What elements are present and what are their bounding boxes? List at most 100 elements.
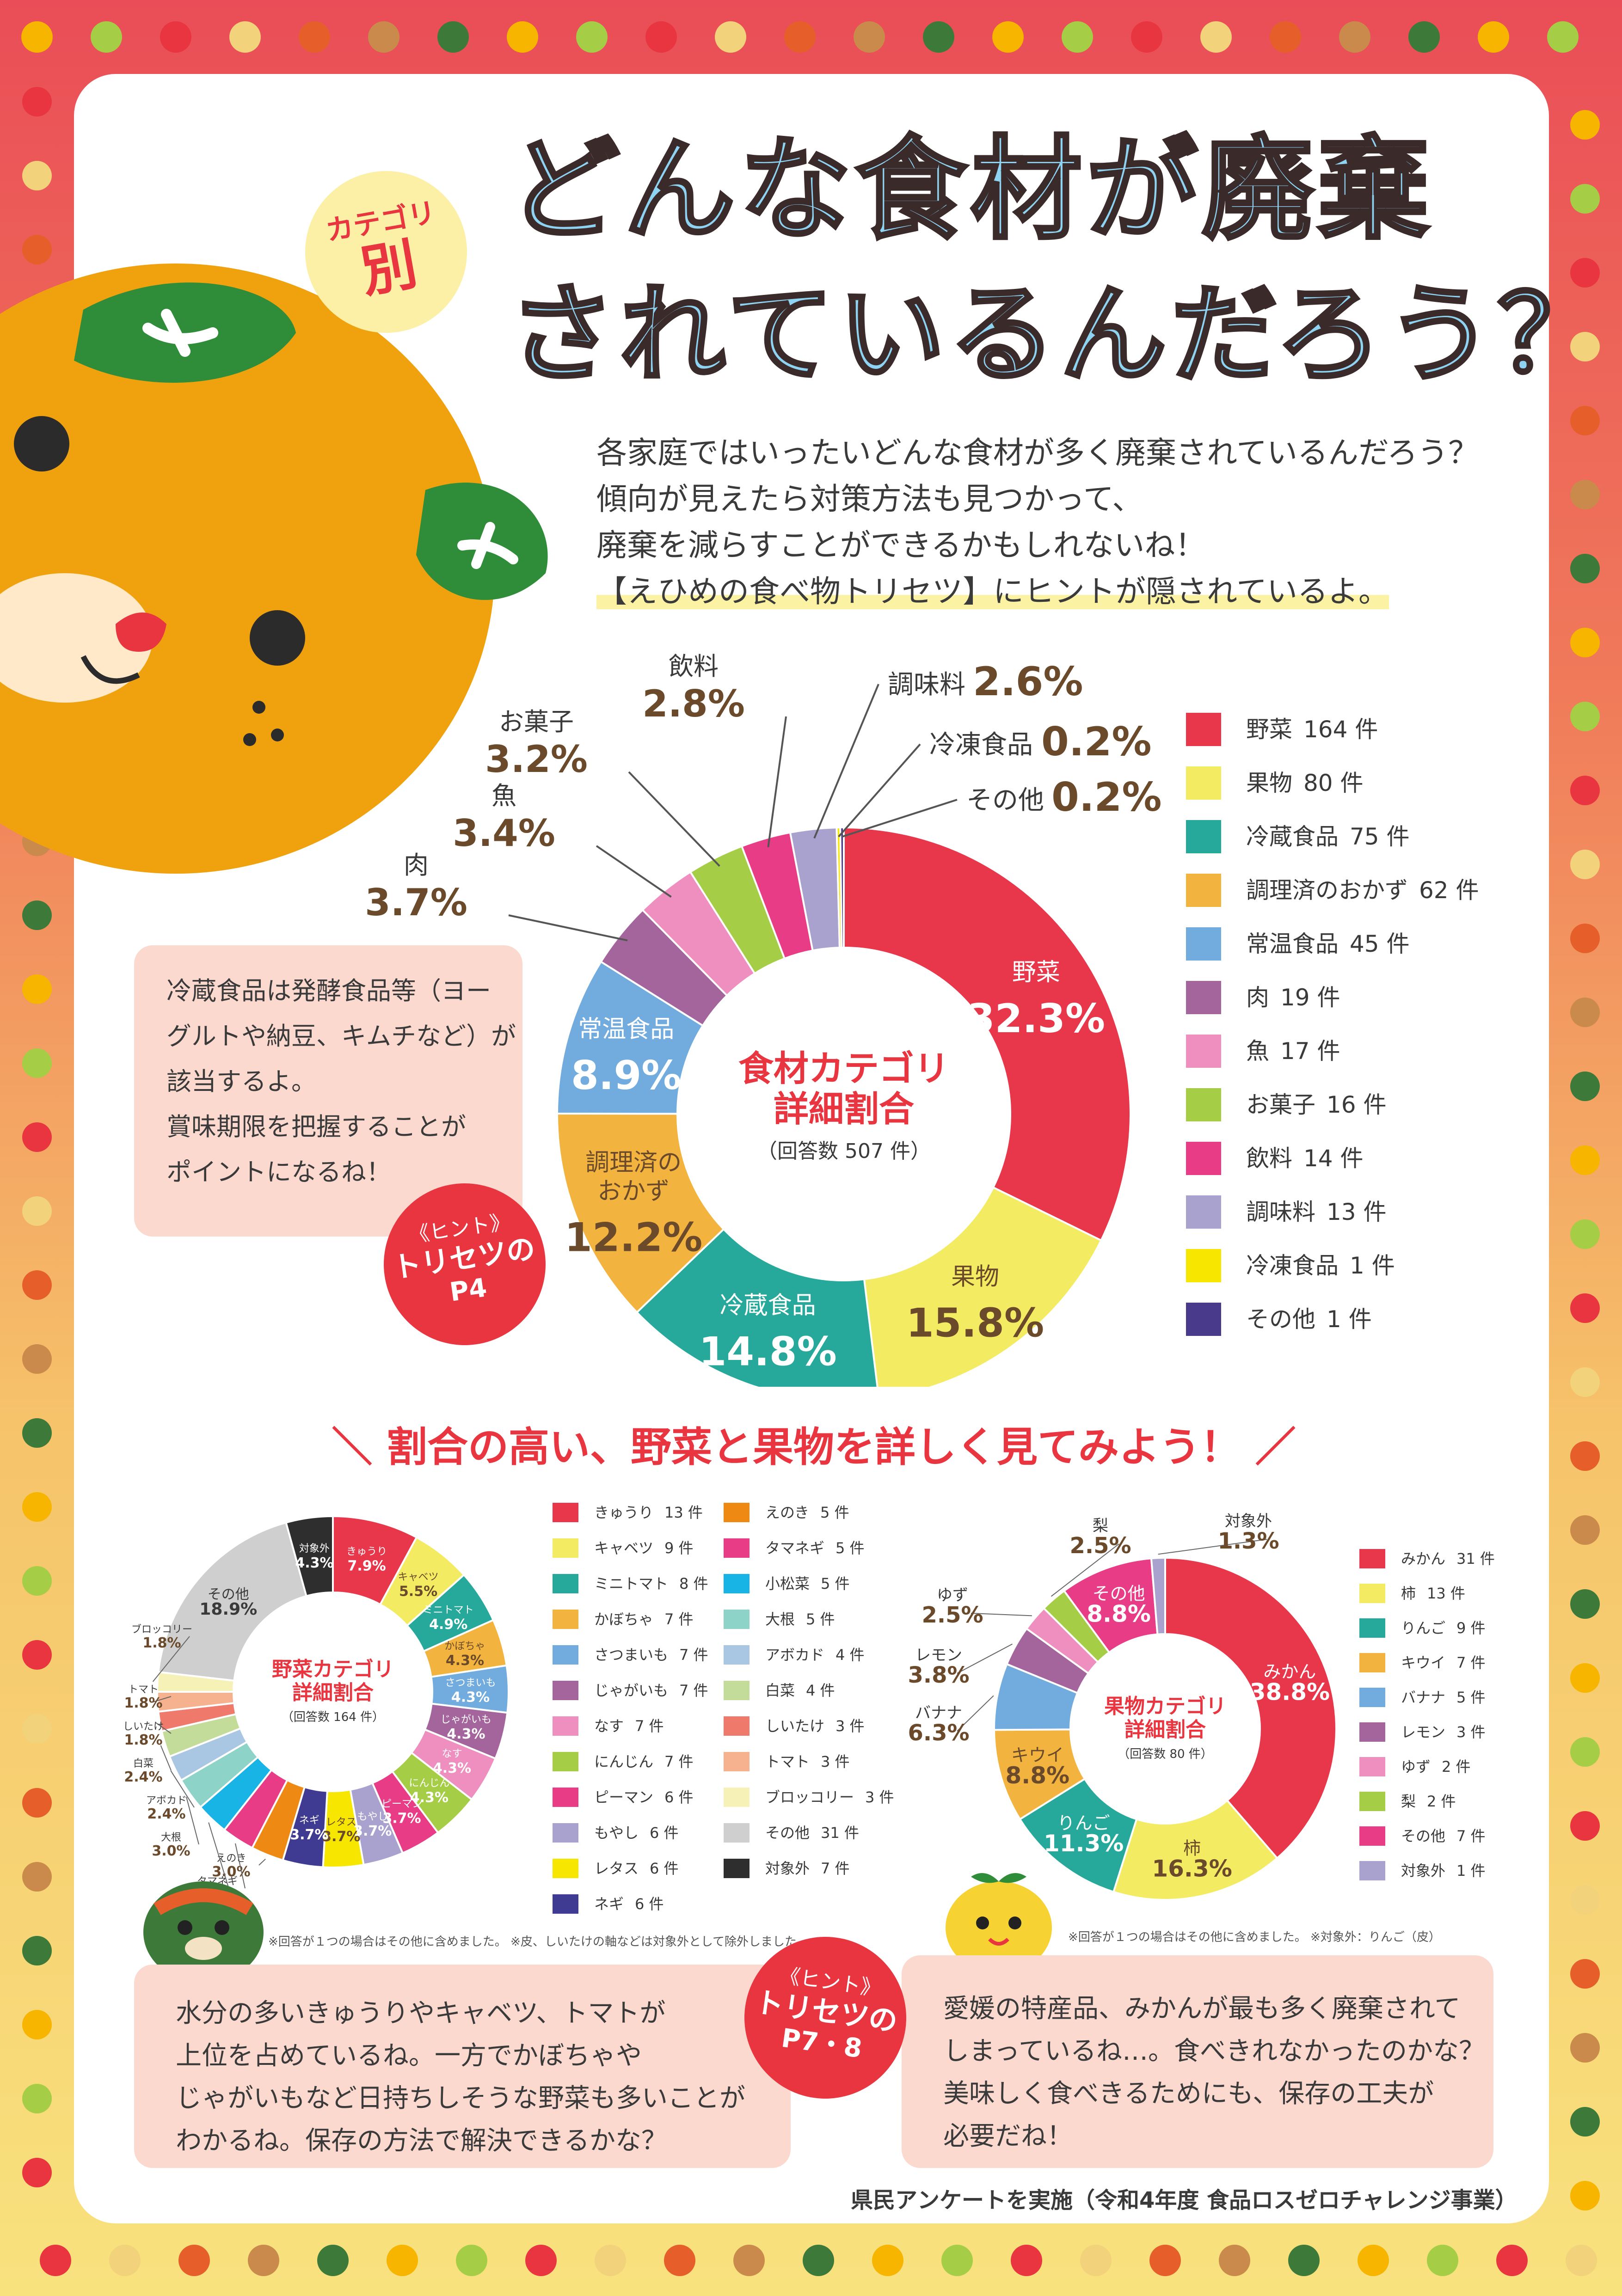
border-food-icon xyxy=(1570,1885,1600,1915)
legend-label: 常温食品 xyxy=(1246,931,1339,957)
border-food-icon xyxy=(22,1862,52,1892)
fruit-slice-9 xyxy=(1150,1556,1166,1635)
border-food-icon xyxy=(1200,21,1232,53)
legend-label: キウイ xyxy=(1401,1654,1446,1671)
legend-count: 6 件 xyxy=(664,1788,694,1806)
border-food-icon xyxy=(1011,2245,1042,2276)
border-food-icon xyxy=(664,2245,695,2276)
legend-count: 31 件 xyxy=(1456,1550,1495,1567)
border-food-icon xyxy=(160,21,191,53)
legend-swatch xyxy=(553,1503,578,1522)
fruit-slice-label: レモン xyxy=(915,1646,962,1665)
fruit-center-title: 詳細割合 xyxy=(1124,1718,1206,1741)
border-food-icon xyxy=(22,235,52,264)
veg-slice-pct: 3.7% xyxy=(382,1810,421,1826)
veg-slice-label: にんじん xyxy=(409,1777,449,1789)
main-slice-label: 魚 xyxy=(492,781,516,810)
page-title-line2: されているんだろう？ xyxy=(507,273,1609,397)
border-food-icon xyxy=(1570,776,1600,805)
leader-line xyxy=(957,1643,1013,1674)
border-food-icon xyxy=(1570,1441,1600,1471)
legend-label: じゃがいも xyxy=(594,1682,669,1699)
legend-count: 2 件 xyxy=(1427,1793,1456,1810)
legend-count: 5 件 xyxy=(806,1610,835,1628)
fruit-slice-label: みかん xyxy=(1263,1662,1316,1682)
note-line: グルトや納豆、キムチなど）が xyxy=(166,1022,516,1051)
main-slice-pct: 0.2% xyxy=(1051,774,1162,820)
legend-swatch xyxy=(1186,981,1221,1014)
veg-slice-label: アボカド xyxy=(146,1795,187,1806)
veg-slice-pct: 2.4% xyxy=(124,1769,162,1785)
legend-swatch xyxy=(553,1645,578,1665)
border-food-icon xyxy=(1570,1589,1600,1619)
fruit-slice-0 xyxy=(1164,1556,1337,1860)
border-food-icon xyxy=(1570,332,1600,361)
legend-count: 6 件 xyxy=(650,1824,679,1842)
border-food-icon xyxy=(22,1640,52,1670)
legend-label: かぼちゃ xyxy=(594,1610,654,1628)
legend-swatch xyxy=(724,1681,750,1700)
border-food-icon xyxy=(22,161,52,190)
note-line: じゃがいもなど日持ちしそうな野菜も多いことが xyxy=(176,2083,745,2113)
border-food-icon xyxy=(229,21,261,53)
legend-swatch xyxy=(1359,1549,1385,1568)
fruit-slice-label: 対象外 xyxy=(1225,1512,1272,1531)
main-slice-label: 調理済の xyxy=(585,1149,682,1176)
legend-label: 対象外 xyxy=(1401,1862,1446,1880)
legend-swatch xyxy=(724,1574,750,1593)
border-food-icon xyxy=(1478,21,1509,53)
legend-swatch xyxy=(553,1610,578,1629)
legend-label: ゆず xyxy=(1401,1758,1431,1776)
main-slice-1 xyxy=(863,1186,1103,1387)
veg-center-subtitle: （回答数 164 件） xyxy=(282,1710,384,1724)
legend-count: 4 件 xyxy=(836,1646,865,1664)
leader-line xyxy=(170,1770,195,1808)
legend-label: 梨 xyxy=(1401,1793,1416,1810)
legend-swatch xyxy=(1186,1088,1221,1121)
leader-line xyxy=(971,1613,1032,1616)
border-food-icon xyxy=(109,2245,141,2276)
legend-count: 3 件 xyxy=(821,1753,850,1770)
main-slice-label: 常温食品 xyxy=(578,1016,674,1043)
veg-slice-pct: 4.3% xyxy=(410,1789,449,1806)
legend-swatch xyxy=(724,1645,750,1665)
border-food-icon xyxy=(525,2245,557,2276)
legend-swatch xyxy=(1186,1142,1221,1175)
border-food-icon xyxy=(22,2084,52,2113)
legend-swatch xyxy=(724,1752,750,1771)
border-food-icon xyxy=(1570,110,1600,140)
legend-count: 1 件 xyxy=(1456,1862,1486,1880)
leader-line xyxy=(628,771,720,867)
border-food-icon xyxy=(1131,21,1162,53)
border-food-icon xyxy=(178,2245,210,2276)
fruit-slice-label: りんご xyxy=(1057,1813,1110,1833)
veg-slice-label: その他 xyxy=(208,1586,249,1603)
vegetable-note: 水分の多いきゅうりやキャベツ、トマトが 上位を占めているね。一方でかぼちゃや じゃが… xyxy=(134,1965,791,2168)
veg-slice-label: 対象外 xyxy=(299,1543,330,1555)
legend-swatch xyxy=(1186,1249,1221,1282)
legend-label: 肉 xyxy=(1246,984,1269,1011)
border-food-icon xyxy=(22,1122,52,1152)
leader-line xyxy=(842,799,958,838)
border-food-icon xyxy=(1570,554,1600,583)
border-food-icon xyxy=(22,1936,52,1965)
border-food-icon xyxy=(1570,2181,1600,2210)
legend-label: ピーマン xyxy=(594,1788,654,1806)
border-food-icon xyxy=(22,1714,52,1744)
border-food-icon xyxy=(992,21,1024,53)
legend-label: 調理済のおかず xyxy=(1246,877,1408,904)
leader-line xyxy=(1051,1543,1119,1597)
main-slice-pct: 3.2% xyxy=(485,738,588,781)
legend-label: にんじん xyxy=(594,1753,654,1770)
legend-swatch xyxy=(553,1538,578,1558)
border-food-icon xyxy=(1570,1293,1600,1323)
leader-line xyxy=(234,1843,246,1889)
border-food-icon xyxy=(91,21,122,53)
page-title-line1: どんな食材が廃棄 xyxy=(507,125,1434,254)
veg-slice-pct: 7.9% xyxy=(347,1558,386,1574)
main-slice-pct: 3.7% xyxy=(365,881,467,924)
legend-swatch xyxy=(1186,1195,1221,1229)
veg-slice-label: しいたけ xyxy=(123,1721,164,1733)
main-slice-0 xyxy=(843,826,1131,1242)
legend-label: 対象外 xyxy=(765,1860,810,1877)
